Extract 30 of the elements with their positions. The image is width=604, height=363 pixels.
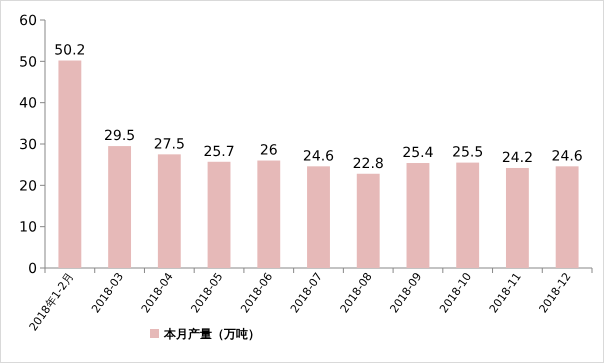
data-label: 25.4: [402, 145, 434, 162]
bar: [58, 60, 82, 268]
bar: [556, 166, 579, 268]
y-tick-label: 60: [19, 13, 37, 29]
data-label: 24.6: [302, 148, 334, 164]
y-tick-label: 30: [19, 137, 37, 153]
data-label: 24.6: [552, 148, 583, 164]
bar: [456, 162, 480, 268]
data-label: 22.8: [352, 156, 384, 172]
y-tick-label: 50: [19, 54, 37, 70]
y-tick-label: 40: [19, 96, 37, 112]
y-tick-label: 0: [28, 261, 37, 277]
y-tick-label: 10: [19, 220, 37, 236]
bar: [307, 166, 330, 268]
data-label: 50.2: [54, 42, 86, 59]
data-label: 27.5: [154, 136, 185, 152]
data-label: 29.5: [104, 128, 136, 144]
bar: [158, 154, 181, 268]
legend-label: 本月产量（万吨）: [163, 327, 260, 341]
bar: [208, 162, 230, 268]
data-label: 25.5: [452, 144, 484, 161]
data-label: 25.7: [203, 144, 235, 160]
bar: [506, 168, 529, 268]
bar: [257, 160, 280, 268]
data-label: 24.2: [502, 150, 533, 166]
y-tick-label: 20: [19, 178, 37, 194]
bar: [406, 163, 430, 268]
bar: [108, 146, 132, 268]
data-label: 26: [260, 142, 278, 159]
bar: [356, 174, 380, 268]
